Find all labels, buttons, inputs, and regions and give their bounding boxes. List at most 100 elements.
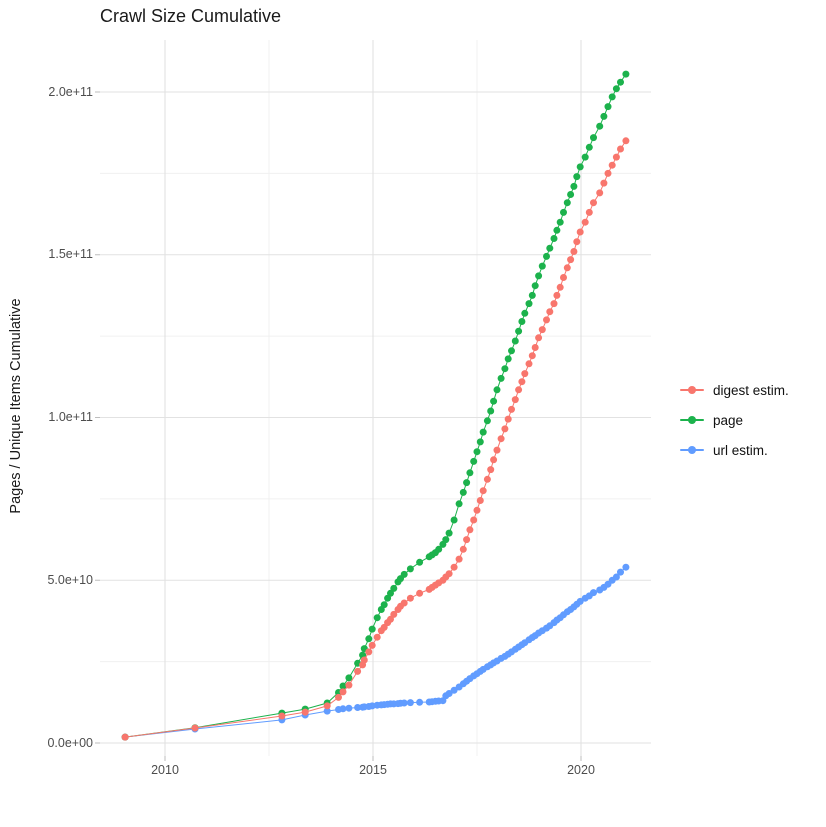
legend-label: digest estim. <box>713 382 789 398</box>
data-point-digestestim <box>368 641 376 649</box>
data-point-digestestim <box>553 291 561 299</box>
data-point-digestestim <box>354 667 362 675</box>
data-point-page <box>553 226 561 234</box>
data-point-digestestim <box>479 487 487 495</box>
data-point-page <box>550 235 558 242</box>
data-point-digestestim <box>525 360 533 368</box>
data-point-digestestim <box>535 334 543 342</box>
data-point-digestestim <box>345 681 353 689</box>
data-point-page <box>573 173 581 181</box>
x-tick-label: 2010 <box>151 763 179 777</box>
data-point-digestestim <box>445 570 453 578</box>
data-point-digestestim <box>278 712 286 720</box>
data-point-digestestim <box>470 516 478 524</box>
data-point-digestestim <box>335 693 342 701</box>
data-point-digestestim <box>617 145 624 153</box>
data-point-page <box>490 397 498 405</box>
data-point-digestestim <box>501 425 509 433</box>
legend-key-dot <box>688 386 696 394</box>
data-point-urlestim <box>450 686 458 694</box>
data-point-digestestim <box>406 594 414 602</box>
data-point-urlestim <box>576 597 584 605</box>
data-point-page <box>380 601 388 609</box>
legend: digest estim. page url estim. <box>680 375 789 465</box>
legend-label: page <box>713 412 744 428</box>
data-point-page <box>373 614 381 622</box>
y-tick-label: 5.0e+10 <box>47 572 93 587</box>
data-point-digestestim <box>612 153 620 161</box>
data-point-page <box>455 500 463 508</box>
data-point-digestestim <box>301 708 309 716</box>
data-point-page <box>476 438 484 446</box>
data-point-digestestim <box>550 300 558 308</box>
data-point-digestestim <box>473 506 481 514</box>
data-point-page <box>365 635 373 643</box>
data-point-page <box>515 327 523 335</box>
y-tick-label: 2.0e+11 <box>48 84 93 99</box>
data-point-page <box>450 516 458 524</box>
data-point-digestestim <box>546 308 554 316</box>
data-point-page <box>416 558 424 566</box>
data-point-urlestim <box>406 699 414 707</box>
data-point-digestestim <box>191 724 199 732</box>
data-point-page <box>504 355 512 363</box>
data-point-digestestim <box>390 610 398 618</box>
data-point-page <box>406 565 414 573</box>
data-point-digestestim <box>581 218 589 226</box>
data-point-page <box>368 625 376 633</box>
x-tick-label: 2020 <box>567 763 595 777</box>
data-point-digestestim <box>459 545 467 553</box>
data-point-digestestim <box>360 656 368 664</box>
data-point-digestestim <box>560 274 567 281</box>
data-point-digestestim <box>455 555 463 563</box>
data-point-digestestim <box>543 316 550 324</box>
data-point-page <box>445 529 453 537</box>
data-point-digestestim <box>604 169 612 177</box>
series-line-urlestim <box>125 566 627 738</box>
legend-key-dot <box>688 416 696 424</box>
data-point-page <box>508 347 515 355</box>
data-point-urlestim <box>400 699 408 707</box>
data-point-digestestim <box>521 370 529 378</box>
data-point-page <box>600 112 608 120</box>
data-point-page <box>590 134 597 142</box>
data-point-page <box>400 570 408 578</box>
data-point-page <box>339 682 347 690</box>
data-point-digestestim <box>622 137 630 145</box>
data-point-page <box>487 407 495 415</box>
chart-title: Crawl Size Cumulative <box>100 6 282 26</box>
data-point-page <box>390 584 398 592</box>
data-point-page <box>470 457 478 465</box>
data-point-digestestim <box>508 405 515 413</box>
y-tick-label: 1.5e+11 <box>48 247 93 262</box>
data-point-page <box>567 191 575 198</box>
data-point-digestestim <box>531 344 539 351</box>
data-point-digestestim <box>567 256 575 264</box>
data-point-page <box>617 78 624 86</box>
data-point-digestestim <box>323 702 331 710</box>
data-point-page <box>604 103 612 111</box>
data-point-digestestim <box>487 466 495 474</box>
data-point-digestestim <box>373 633 381 641</box>
data-point-digestestim <box>365 648 373 656</box>
data-point-digestestim <box>476 497 484 504</box>
legend-item-digest: digest estim. <box>680 375 789 405</box>
data-point-page <box>459 488 467 496</box>
data-point-page <box>493 386 501 394</box>
legend-item-page: page <box>680 405 789 435</box>
data-point-digestestim <box>483 475 491 483</box>
x-tick-label: 2015 <box>359 763 387 777</box>
data-point-digestestim <box>504 415 512 423</box>
data-point-digestestim <box>556 283 564 291</box>
y-tick-label: 0.0e+00 <box>47 735 93 750</box>
data-point-urlestim <box>345 704 353 712</box>
data-point-page <box>528 291 536 299</box>
data-point-page <box>543 252 550 260</box>
data-point-digestestim <box>608 161 616 169</box>
data-point-urlestim <box>590 589 597 597</box>
data-point-digestestim <box>590 199 597 207</box>
data-point-digestestim <box>490 456 498 464</box>
data-point-page <box>576 163 584 171</box>
data-point-page <box>622 70 630 78</box>
